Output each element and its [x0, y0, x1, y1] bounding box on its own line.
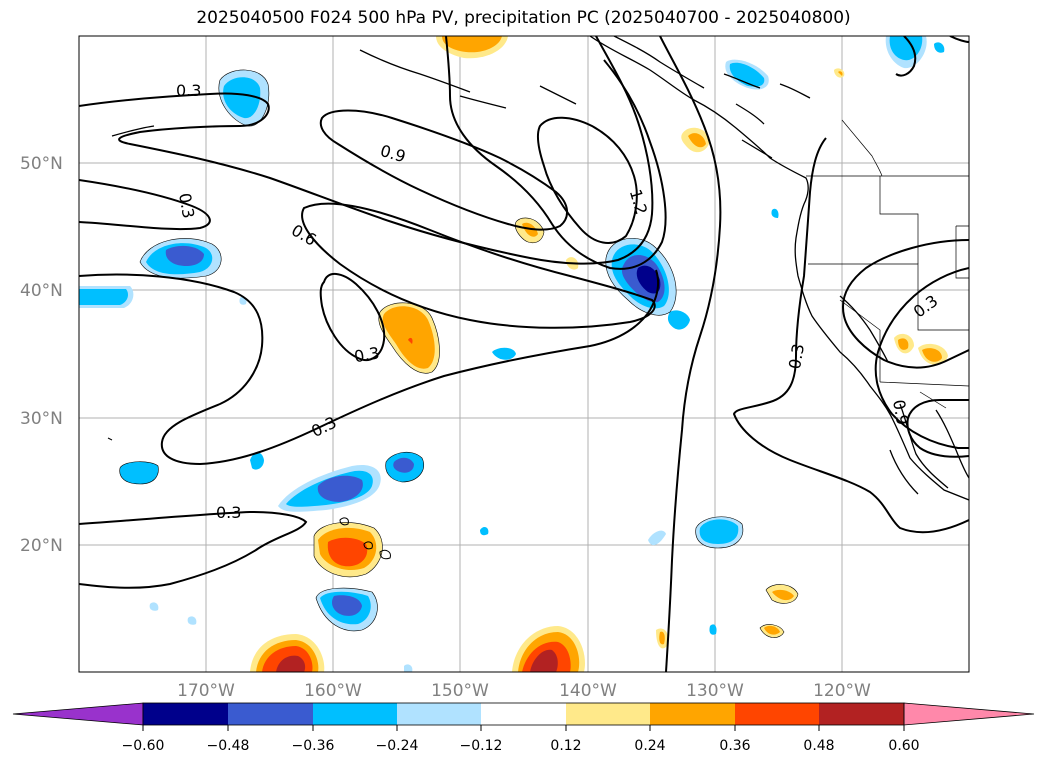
colorbar-segment: [228, 703, 313, 725]
lat-label: 50°N: [20, 154, 63, 174]
colorbar-segment: [143, 703, 228, 725]
colorbar-tick-label: −0.12: [460, 738, 503, 754]
contour-label: 0.3: [353, 343, 381, 366]
colorbar-segment: [313, 703, 397, 725]
colorbar-tick-label: 0.12: [550, 738, 581, 754]
colorbar: −0.60 −0.48 −0.36 −0.24 −0.12 0.12 0.24 …: [12, 702, 1035, 754]
lon-label: 160°W: [304, 681, 362, 701]
contour-label: 0.3: [175, 191, 198, 219]
lon-label: 130°W: [686, 681, 744, 701]
latitude-labels: 50°N 40°N 30°N 20°N: [20, 154, 63, 556]
colorbar-segment: [735, 703, 819, 725]
map-frame: [78, 35, 970, 673]
precip-negative-areas: [79, 36, 945, 672]
precip-positive-areas: [250, 36, 948, 672]
precip-outlines: [119, 69, 799, 638]
colorbar-segment: [819, 703, 904, 725]
lon-label: 150°W: [431, 681, 489, 701]
contour-label: 0.3: [216, 503, 241, 522]
colorbar-segment: [566, 703, 650, 725]
lat-label: 30°N: [20, 409, 63, 429]
colorbar-tick-label: 0.36: [719, 738, 750, 754]
map-area: [79, 36, 969, 672]
lon-label: 170°W: [177, 681, 235, 701]
colorbar-tick-label: 0.24: [634, 738, 665, 754]
colorbar-tick-label: 0.48: [803, 738, 834, 754]
contour-label: 0.3: [176, 81, 201, 100]
coastlines: [111, 36, 969, 501]
colorbar-tick-label: −0.36: [292, 738, 335, 754]
colorbar-tick-label: −0.24: [376, 738, 419, 754]
lon-label: 140°W: [559, 681, 617, 701]
longitude-labels: 170°W 160°W 150°W 140°W 130°W 120°W: [177, 681, 871, 701]
colorbar-extend-low: [12, 702, 144, 726]
political-borders: [806, 119, 969, 409]
contour-label: 0.9: [889, 398, 912, 426]
map-title: 2025040500 F024 500 hPa PV, precipitatio…: [196, 8, 851, 28]
pv-contours: [79, 36, 969, 672]
lon-label: 120°W: [813, 681, 871, 701]
lat-label: 40°N: [20, 281, 63, 301]
colorbar-tick-label: −0.60: [122, 738, 165, 754]
colorbar-segment: [650, 703, 735, 725]
colorbar-tick-label: −0.48: [207, 738, 250, 754]
colorbar-segment: [481, 703, 566, 725]
colorbar-tick-label: 0.60: [888, 738, 919, 754]
colorbar-segment: [397, 703, 481, 725]
contour-label: 0.3: [785, 342, 808, 370]
colorbar-extend-high: [903, 702, 1035, 726]
islands: [107, 437, 391, 560]
lat-label: 20°N: [20, 536, 63, 556]
